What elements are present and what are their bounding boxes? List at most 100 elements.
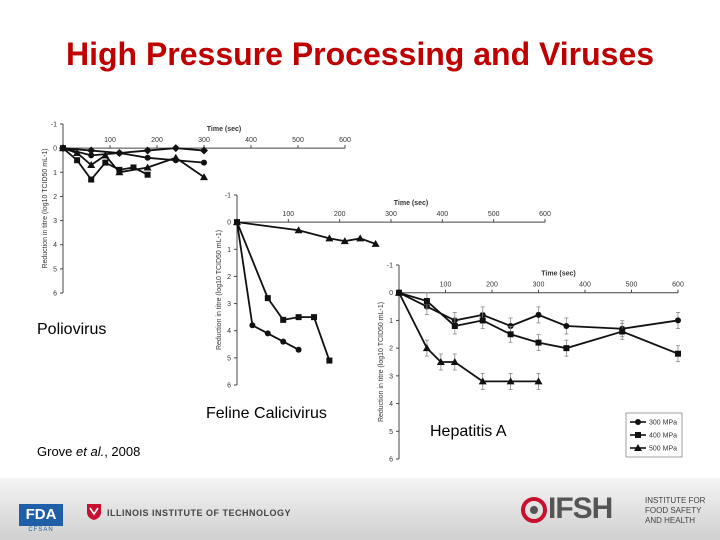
- x-axis-label: Time (sec): [541, 271, 576, 278]
- ifsh-sub-line-3: AND HEALTH: [645, 516, 696, 525]
- data-point: [280, 316, 287, 323]
- y-tick-label: 5: [53, 266, 57, 273]
- y-tick-label: 4: [389, 401, 393, 408]
- x-tick-label: 500: [626, 282, 638, 289]
- y-tick-label: 3: [227, 301, 231, 308]
- series-diamond-3: [59, 144, 208, 157]
- data-point: [563, 322, 570, 329]
- data-point: [340, 237, 349, 245]
- data-point: [450, 358, 459, 365]
- data-point: [102, 159, 109, 166]
- y-tick-label: 5: [389, 429, 393, 436]
- y-tick-label: 5: [227, 355, 231, 362]
- series-circle-2: [234, 219, 302, 353]
- x-axis-label: Time (sec): [207, 126, 242, 133]
- data-point: [171, 144, 180, 153]
- data-point: [143, 146, 152, 155]
- y-tick-label: 0: [227, 220, 231, 227]
- data-point: [535, 311, 542, 318]
- data-point: [200, 173, 208, 181]
- x-tick-label: 100: [440, 282, 452, 289]
- legend-marker: [635, 432, 641, 438]
- ifsh-logo-mark-icon: [521, 497, 547, 523]
- data-point: [422, 344, 431, 352]
- y-tick-label: 2: [389, 346, 393, 353]
- y-tick-label: 2: [227, 274, 231, 281]
- series-500-mpa: [395, 288, 543, 390]
- ifsh-logo-text: IFSH: [548, 492, 613, 525]
- x-tick-label: 600: [539, 211, 551, 218]
- data-point: [311, 314, 317, 321]
- x-tick-label: 400: [579, 282, 591, 289]
- data-point: [73, 148, 82, 156]
- y-tick-label: 0: [53, 146, 57, 153]
- y-tick-label: 3: [389, 373, 393, 380]
- y-tick-label: 4: [53, 242, 57, 249]
- y-tick-label: 6: [53, 291, 57, 298]
- data-point: [534, 377, 543, 385]
- y-axis-label: Reduction in titre (log10 TCID50 mL-1): [216, 230, 223, 350]
- series-line: [62, 147, 205, 154]
- y-tick-label: -1: [387, 263, 393, 270]
- y-tick-label: -1: [51, 122, 57, 129]
- data-point: [675, 317, 681, 324]
- citation: Grove et al., 2008: [37, 444, 141, 459]
- data-point: [249, 322, 256, 329]
- x-tick-label: 200: [151, 137, 163, 144]
- data-point: [115, 168, 124, 176]
- data-point: [371, 239, 380, 247]
- slide-title: High Pressure Processing and Viruses: [65, 36, 655, 72]
- y-axis-label: Reduction in titre (log10 TCID50 mL-1): [378, 302, 385, 422]
- cfsan-label: CFSAN: [28, 527, 54, 533]
- citation-et-al: et al.: [76, 444, 105, 459]
- y-tick-label: 4: [227, 328, 231, 335]
- iit-name: ILLINOIS INSTITUTE OF TECHNOLOGY: [107, 508, 291, 518]
- data-point: [115, 148, 124, 157]
- data-point: [130, 164, 137, 171]
- data-point: [479, 317, 486, 324]
- x-tick-label: 400: [245, 137, 257, 144]
- data-point: [74, 157, 81, 164]
- y-tick-label: 0: [389, 290, 393, 297]
- data-point: [478, 377, 487, 385]
- y-tick-label: 6: [227, 383, 231, 390]
- data-point: [294, 226, 303, 234]
- data-point: [144, 171, 151, 178]
- feline-calicivirus-label: Feline Calicivirus: [206, 405, 327, 422]
- ifsh-sub-line-1: INSTITUTE FOR: [645, 496, 706, 505]
- footer-bar: FDA CFSAN ILLINOIS INSTITUTE OF TECHNOLO…: [0, 478, 720, 540]
- poliovirus-label: Poliovirus: [37, 321, 107, 338]
- data-point: [619, 328, 626, 335]
- data-point: [87, 161, 96, 169]
- x-tick-label: 600: [339, 137, 351, 144]
- ifsh-subtitle: INSTITUTE FOR FOOD SAFETY AND HEALTH: [645, 496, 715, 526]
- data-point: [200, 146, 208, 155]
- y-tick-label: 3: [53, 218, 57, 225]
- y-tick-label: 1: [53, 170, 57, 177]
- data-point: [451, 322, 458, 329]
- legend-marker: [634, 444, 642, 451]
- data-point: [535, 339, 542, 346]
- y-axis-label: Reduction in titre (log10 TCID50 mL-1): [42, 148, 49, 268]
- x-tick-label: 300: [533, 282, 545, 289]
- data-point: [395, 288, 403, 296]
- ifsh-sub-line-2: FOOD SAFETY: [645, 506, 702, 515]
- y-tick-label: 6: [389, 457, 393, 464]
- x-tick-label: 300: [385, 211, 397, 218]
- data-point: [436, 358, 445, 365]
- series-line: [236, 221, 331, 361]
- data-point: [171, 153, 180, 161]
- data-point: [59, 144, 67, 153]
- x-tick-label: 600: [672, 282, 684, 289]
- hepatitis-a-label: Hepatitis A: [430, 423, 507, 440]
- data-point: [144, 154, 151, 161]
- data-point: [234, 219, 240, 226]
- legend-marker: [635, 419, 641, 425]
- x-tick-label: 500: [292, 137, 304, 144]
- data-point: [295, 314, 302, 321]
- data-point: [563, 345, 570, 352]
- data-point: [88, 152, 95, 159]
- y-tick-label: 2: [53, 194, 57, 201]
- data-point: [264, 330, 271, 337]
- data-point: [326, 357, 333, 364]
